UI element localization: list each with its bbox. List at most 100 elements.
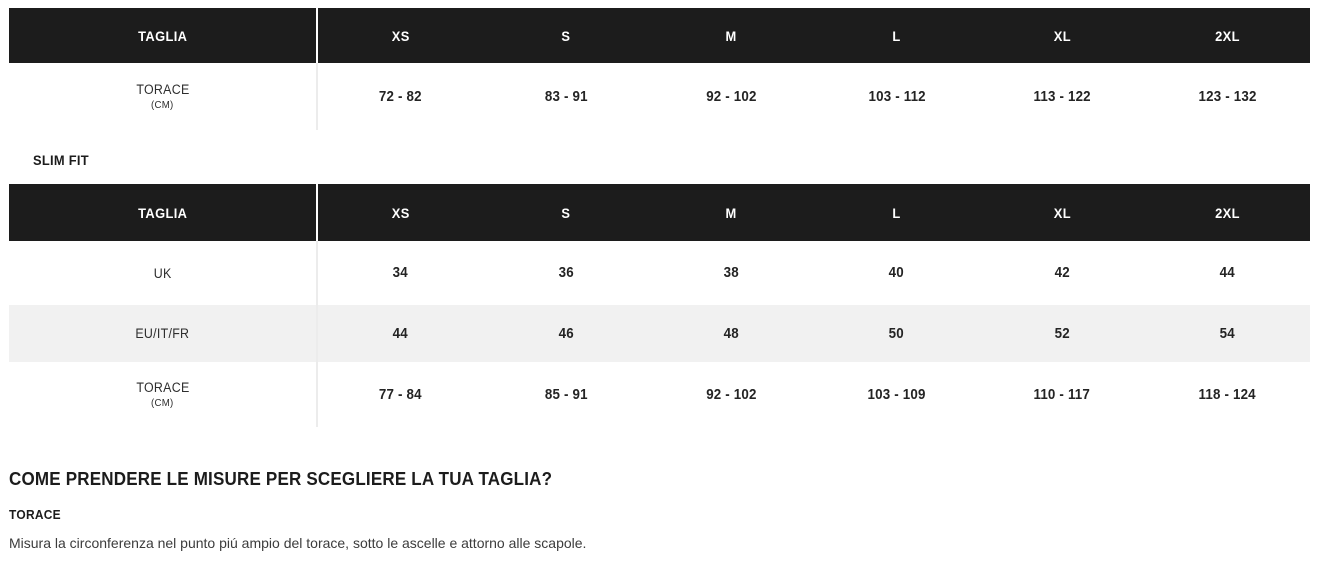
value-text: 48 <box>723 325 739 342</box>
value-cell: 50 <box>814 305 979 362</box>
row-label: TORACE <box>135 380 190 395</box>
header-cell-2xl: 2XL <box>1145 184 1310 241</box>
row-label-cell: TORACE (CM) <box>9 63 318 130</box>
value-text: 44 <box>393 325 409 342</box>
header-label: TAGLIA <box>137 204 188 221</box>
value-cell: 123 - 132 <box>1145 63 1310 130</box>
value-cell: 46 <box>483 305 648 362</box>
value-cell: 83 - 91 <box>483 63 648 130</box>
value-text: 44 <box>1219 265 1235 281</box>
value-cell: 103 - 112 <box>814 63 979 130</box>
value-cell: 34 <box>318 241 483 305</box>
value-cell: 54 <box>1145 305 1310 362</box>
value-text: 52 <box>1054 325 1070 342</box>
header-label: 2XL <box>1214 204 1240 221</box>
value-text: 103 - 112 <box>867 88 926 105</box>
value-text: 50 <box>889 325 905 342</box>
guide-heading-torace: TORACE <box>9 507 1310 522</box>
value-cell: 44 <box>1145 241 1310 305</box>
measuring-guide-section: COME PRENDERE LE MISURE PER SCEGLIERE LA… <box>9 468 1310 551</box>
value-text: 110 - 117 <box>1033 386 1091 403</box>
value-text: 92 - 102 <box>706 88 757 105</box>
header-label: L <box>892 204 901 221</box>
value-text: 42 <box>1054 265 1070 281</box>
regular-fit-size-table: TAGLIA XS S M L XL 2XL TORACE (CM) 72 - … <box>9 8 1310 130</box>
row-label: UK <box>153 265 172 281</box>
row-sublabel: (CM) <box>151 397 174 409</box>
slim-fit-text: SLIM FIT <box>33 152 89 168</box>
table-row-torace: TORACE (CM) 72 - 82 83 - 91 92 - 102 103… <box>9 63 1310 130</box>
header-cell-xs: XS <box>318 184 483 241</box>
table-row-eu-it-fr: EU/IT/FR 44 46 48 50 52 54 <box>9 305 1310 362</box>
header-label: 2XL <box>1214 27 1240 44</box>
header-cell-2xl: 2XL <box>1145 8 1310 63</box>
value-cell: 103 - 109 <box>814 362 979 427</box>
header-cell-m: M <box>649 184 814 241</box>
value-text: 85 - 91 <box>544 386 588 403</box>
row-label: EU/IT/FR <box>135 326 190 341</box>
value-cell: 72 - 82 <box>318 63 483 130</box>
value-cell: 38 <box>649 241 814 305</box>
value-text: 113 - 122 <box>1033 88 1091 105</box>
value-cell: 92 - 102 <box>649 63 814 130</box>
header-cell-xl: XL <box>979 8 1144 63</box>
header-label: XS <box>391 27 410 44</box>
value-text: 38 <box>723 265 739 281</box>
guide-title: COME PRENDERE LE MISURE PER SCEGLIERE LA… <box>9 468 1310 490</box>
header-cell-s: S <box>483 8 648 63</box>
value-text: 34 <box>393 265 409 281</box>
value-text: 77 - 84 <box>379 386 423 403</box>
value-text: 103 - 109 <box>867 386 926 403</box>
value-cell: 36 <box>483 241 648 305</box>
guide-title-text: COME PRENDERE LE MISURE PER SCEGLIERE LA… <box>9 468 553 489</box>
header-cell-xl: XL <box>979 184 1144 241</box>
row-label: TORACE <box>135 82 190 97</box>
header-cell-m: M <box>649 8 814 63</box>
header-cell-xs: XS <box>318 8 483 63</box>
row-label-cell: TORACE (CM) <box>9 362 318 427</box>
value-text: 92 - 102 <box>706 386 757 403</box>
header-label: XS <box>391 204 410 221</box>
value-cell: 110 - 117 <box>979 362 1144 427</box>
value-text: 46 <box>558 325 574 342</box>
regular-table-header-row: TAGLIA XS S M L XL 2XL <box>9 8 1310 63</box>
value-text: 118 - 124 <box>1198 386 1256 403</box>
header-label: XL <box>1053 27 1071 44</box>
header-label: S <box>561 204 571 221</box>
value-cell: 113 - 122 <box>979 63 1144 130</box>
header-label: XL <box>1053 204 1071 221</box>
header-label: TAGLIA <box>137 27 188 44</box>
value-cell: 85 - 91 <box>483 362 648 427</box>
row-label-cell: UK <box>9 241 318 305</box>
row-sublabel: (CM) <box>151 99 174 111</box>
value-cell: 44 <box>318 305 483 362</box>
header-label: L <box>892 27 901 44</box>
header-cell-taglia: TAGLIA <box>9 8 318 63</box>
slim-fit-section-label: SLIM FIT <box>33 152 1319 168</box>
table-row-uk: UK 34 36 38 40 42 44 <box>9 241 1310 305</box>
header-cell-l: L <box>814 184 979 241</box>
value-cell: 52 <box>979 305 1144 362</box>
value-text: 83 - 91 <box>544 88 588 105</box>
header-label: M <box>725 204 737 221</box>
value-cell: 48 <box>649 305 814 362</box>
header-label: M <box>725 27 737 44</box>
header-cell-s: S <box>483 184 648 241</box>
table-row-torace: TORACE (CM) 77 - 84 85 - 91 92 - 102 103… <box>9 362 1310 427</box>
value-cell: 118 - 124 <box>1145 362 1310 427</box>
value-text: 123 - 132 <box>1198 88 1257 105</box>
guide-heading-text: TORACE <box>9 507 61 522</box>
value-text: 40 <box>889 265 905 281</box>
value-cell: 40 <box>814 241 979 305</box>
slim-fit-size-table: TAGLIA XS S M L XL 2XL UK 34 36 38 40 42… <box>9 184 1310 427</box>
value-cell: 42 <box>979 241 1144 305</box>
row-label-cell: EU/IT/FR <box>9 305 318 362</box>
header-label: S <box>561 27 571 44</box>
value-cell: 77 - 84 <box>318 362 483 427</box>
value-cell: 92 - 102 <box>649 362 814 427</box>
value-text: 72 - 82 <box>379 88 423 105</box>
value-text: 54 <box>1219 325 1235 342</box>
slim-table-header-row: TAGLIA XS S M L XL 2XL <box>9 184 1310 241</box>
header-cell-taglia: TAGLIA <box>9 184 318 241</box>
header-cell-l: L <box>814 8 979 63</box>
